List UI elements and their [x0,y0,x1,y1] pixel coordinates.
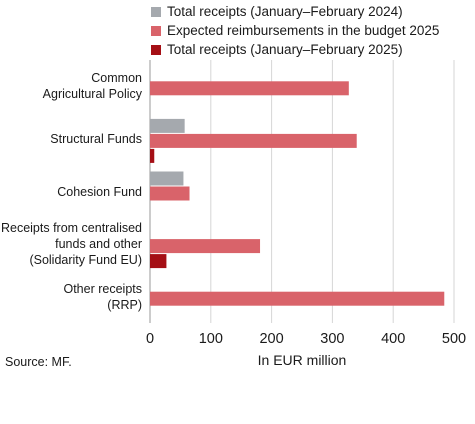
legend-swatch-2024 [151,6,161,17]
bar-2025 [150,254,167,269]
x-tick-label: 300 [320,331,345,347]
category-label: Receipts from centralised funds and other… [0,221,142,268]
source-note: Source: MF. [5,355,72,369]
bar-budget-2025 [150,291,445,306]
category-label: Cohesion Fund [57,184,142,199]
legend-item-2025: Total receipts (January–February 2025) [151,40,439,59]
legend-swatch-2025 [151,44,161,55]
legend-label-2025: Total receipts (January–February 2025) [167,42,403,57]
bar-budget-2025 [150,239,261,254]
bar-2025 [150,148,155,163]
x-tick-label: 400 [381,331,406,347]
x-axis-label: In EUR million [257,352,347,368]
legend-item-budget: Expected reimbursements in the budget 20… [151,21,439,40]
legend-label-budget: Expected reimbursements in the budget 20… [167,23,440,38]
bar-budget-2025 [150,186,190,201]
x-tick-label: 0 [145,331,155,347]
legend: Total receipts (January–February 2024) E… [151,2,439,59]
bar-2024 [150,118,185,133]
bar-budget-2025 [150,81,349,96]
legend-swatch-budget [151,25,161,36]
x-tick-label: 200 [259,331,284,347]
bar-2024 [150,171,184,186]
category-label: Structural Funds [50,131,142,146]
legend-label-2024: Total receipts (January–February 2024) [167,4,403,19]
category-label: Common Agricultural Policy [42,71,142,102]
category-label: Other receipts (RRP) [63,281,142,312]
x-tick-label: 100 [198,331,223,347]
bar-budget-2025 [150,133,357,148]
legend-item-2024: Total receipts (January–February 2024) [151,2,439,21]
x-tick-label: 500 [441,331,467,347]
